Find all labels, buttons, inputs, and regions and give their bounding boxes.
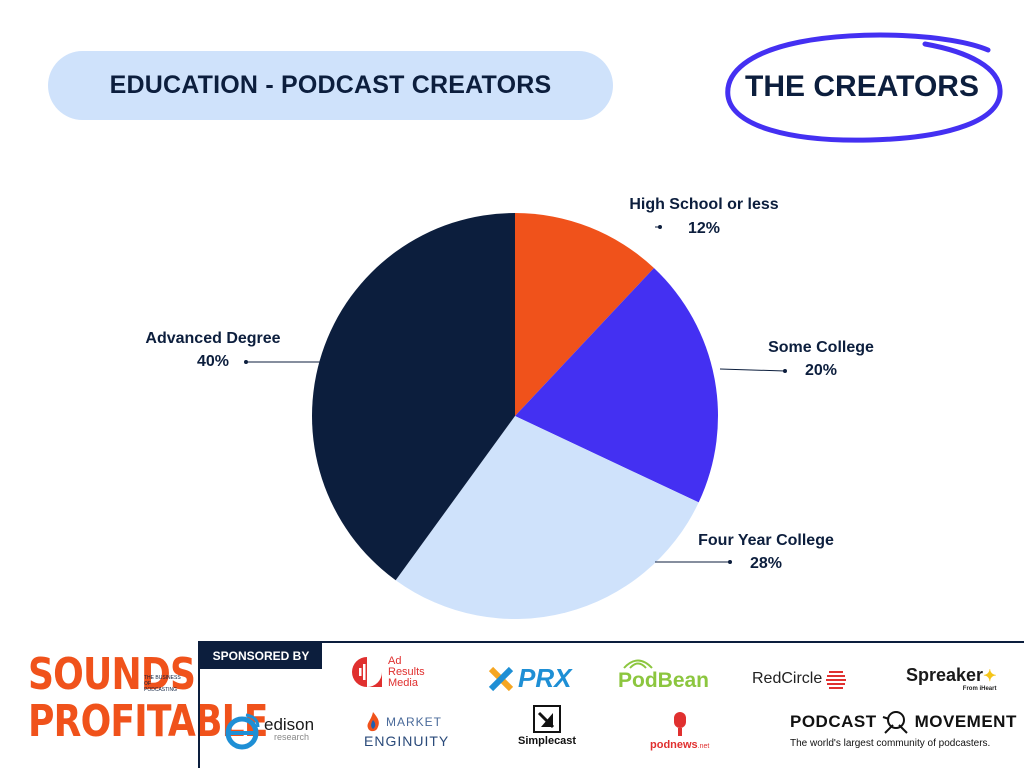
pie-slice-some-college <box>515 268 718 503</box>
callout-line <box>719 368 786 372</box>
star-icon: ✦ <box>983 667 997 685</box>
sponsor-name: RedCircle <box>752 670 823 687</box>
sponsor-name: Spreaker <box>906 665 984 685</box>
sponsor-line: MOVEMENT <box>914 712 1017 731</box>
callout-dot <box>783 369 787 373</box>
sponsor-name: PRX <box>518 663 572 693</box>
sponsor-prx: PRX <box>488 663 571 694</box>
sponsor-line: PODCAST <box>790 712 877 731</box>
slice-value-label: 40% <box>197 353 229 370</box>
mic-icon <box>673 712 686 736</box>
sponsor-podcast-movement: PODCAST MOVEMENT The world's largest com… <box>790 709 1017 749</box>
signal-icon <box>623 659 653 669</box>
astronaut-icon <box>882 711 908 734</box>
slice-value-label: 12% <box>688 220 720 237</box>
title-pill: EDUCATION - PODCAST CREATORS <box>48 51 613 120</box>
sponsor-sub: .net <box>697 743 710 750</box>
slice-label: Four Year College <box>698 532 834 549</box>
sounds-profitable-logo: SOUNDS PROFITABLE THE BUSINESS OF PODCAS… <box>0 641 268 768</box>
sponsor-line: Media <box>388 676 418 689</box>
sponsored-by-label: SPONSORED BY <box>200 643 322 669</box>
sponsor-line: Results <box>388 665 425 678</box>
slice-label: Advanced Degree <box>145 330 280 347</box>
sponsor-podnews: podnews .net <box>650 711 709 751</box>
callout-dot <box>244 360 248 364</box>
pie-slice-high-school-or-less <box>515 213 654 416</box>
sponsor-sub: research <box>274 732 310 742</box>
page-title: EDUCATION - PODCAST CREATORS <box>109 71 552 99</box>
sponsor-simplecast: Simplecast <box>518 705 576 747</box>
sponsor-line: ENGINUITY <box>364 733 450 749</box>
slice-label: High School or less <box>629 196 778 213</box>
sponsor-market-enginuity: MARKET ENGINUITY <box>364 711 449 749</box>
sponsor-name: podnews <box>650 739 698 751</box>
stripe-circle-icon <box>826 671 847 689</box>
slice-value-label: 20% <box>805 362 837 379</box>
sponsor-edison: edison research <box>224 711 314 751</box>
waveform-icon <box>352 657 382 687</box>
sponsor-spreaker: Spreaker ✦ From iHeart <box>906 665 996 692</box>
sponsor-redcircle: RedCircle <box>752 669 847 689</box>
sponsor-box: SPONSORED BY Ad Results Media PRX PodBea… <box>198 641 1024 768</box>
sponsor-podbean: PodBean <box>618 657 709 693</box>
square-slash-icon <box>533 705 562 733</box>
callout-dot <box>658 225 662 229</box>
sponsor-name: Simplecast <box>518 735 577 747</box>
x-mark-icon <box>488 666 514 691</box>
pie-slice-advanced-degree <box>312 213 515 581</box>
pie-slice-four-year-college <box>395 416 699 619</box>
flame-icon <box>367 712 379 732</box>
logo-line-1: SOUNDS <box>28 649 196 700</box>
sponsor-name: edison <box>264 715 315 734</box>
sponsor-sub: The world's largest community of podcast… <box>790 738 991 749</box>
slice-label: Some College <box>768 339 874 356</box>
sponsor-name: PodBean <box>618 669 710 692</box>
pie-chart: High School or less 12% Some College 20% Fou… <box>145 196 874 619</box>
badge-label: THE CREATORS <box>745 70 979 103</box>
sponsor-line: MARKET <box>386 715 443 729</box>
ellipse-outline-icon <box>725 32 1003 143</box>
sponsor-line: Ad <box>388 654 402 667</box>
e-swoosh-icon <box>225 713 260 750</box>
section-badge: THE CREATORS <box>720 28 1010 143</box>
callout-dot <box>728 560 732 564</box>
sponsor-ad-results-media: Ad Results Media <box>350 655 425 689</box>
sponsor-sub: From iHeart <box>962 686 997 692</box>
logo-tagline: THE BUSINESS OF PODCASTING <box>144 675 181 693</box>
slice-value-label: 28% <box>750 555 782 572</box>
